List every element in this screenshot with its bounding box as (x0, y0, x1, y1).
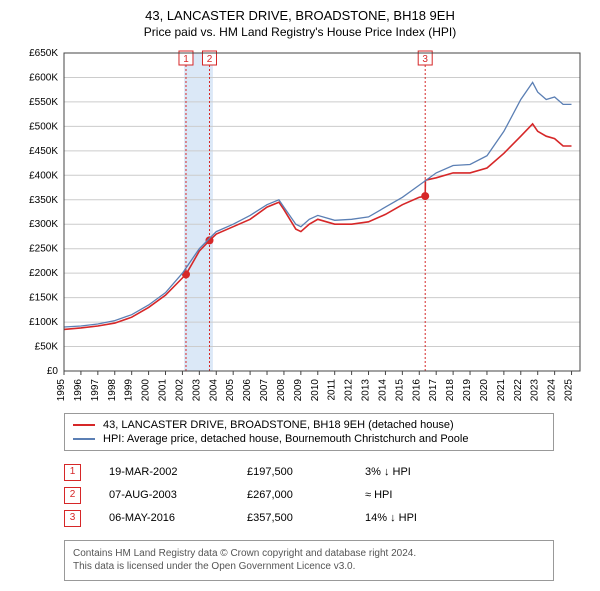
svg-text:£300K: £300K (29, 219, 58, 230)
svg-text:1999: 1999 (124, 378, 135, 401)
svg-text:£150K: £150K (29, 293, 58, 304)
svg-text:2011: 2011 (327, 378, 338, 400)
svg-text:£650K: £650K (29, 48, 58, 59)
svg-text:1997: 1997 (90, 378, 101, 401)
svg-text:£400K: £400K (29, 170, 58, 181)
svg-text:2018: 2018 (445, 378, 456, 401)
svg-text:£550K: £550K (29, 97, 58, 108)
footer-line: Contains HM Land Registry data © Crown c… (73, 547, 545, 561)
svg-text:2013: 2013 (361, 378, 372, 401)
footer-attribution: Contains HM Land Registry data © Crown c… (64, 540, 554, 581)
svg-text:1: 1 (183, 54, 189, 65)
legend-label: 43, LANCASTER DRIVE, BROADSTONE, BH18 9E… (103, 419, 454, 431)
chart-svg: £0 £50K £100K £150K £200K £250K £300K £350K £400… (10, 45, 590, 405)
svg-text:2: 2 (207, 54, 213, 65)
page-subtitle: Price paid vs. HM Land Registry's House … (10, 25, 590, 39)
tx-hpi: ≈ HPI (365, 489, 485, 501)
svg-text:2015: 2015 (394, 378, 405, 401)
tx-hpi: 3% ↓ HPI (365, 466, 485, 478)
svg-text:2009: 2009 (293, 378, 304, 401)
svg-text:2007: 2007 (259, 378, 270, 401)
svg-text:2014: 2014 (377, 378, 388, 401)
tx-price: £357,500 (247, 512, 337, 524)
svg-text:2023: 2023 (530, 378, 541, 401)
svg-text:2000: 2000 (141, 378, 152, 401)
table-row: 2 07-AUG-2003 £267,000 ≈ HPI (64, 484, 590, 507)
svg-text:2024: 2024 (547, 378, 558, 401)
svg-text:2001: 2001 (158, 378, 169, 401)
svg-text:£350K: £350K (29, 195, 58, 206)
table-row: 3 06-MAY-2016 £357,500 14% ↓ HPI (64, 507, 590, 530)
svg-text:2022: 2022 (513, 378, 524, 401)
svg-text:£100K: £100K (29, 317, 58, 328)
legend-swatch (73, 424, 95, 426)
svg-text:£50K: £50K (35, 341, 59, 352)
svg-text:1995: 1995 (56, 378, 67, 401)
legend: 43, LANCASTER DRIVE, BROADSTONE, BH18 9E… (64, 413, 554, 451)
svg-text:1998: 1998 (107, 378, 118, 401)
svg-text:2008: 2008 (276, 378, 287, 401)
page-title: 43, LANCASTER DRIVE, BROADSTONE, BH18 9E… (10, 8, 590, 25)
legend-item-property: 43, LANCASTER DRIVE, BROADSTONE, BH18 9E… (73, 418, 545, 432)
table-row: 1 19-MAR-2002 £197,500 3% ↓ HPI (64, 461, 590, 484)
transactions-table: 1 19-MAR-2002 £197,500 3% ↓ HPI 2 07-AUG… (64, 461, 590, 530)
tx-date: 06-MAY-2016 (109, 512, 219, 524)
tx-badge: 2 (64, 487, 81, 504)
tx-date: 07-AUG-2003 (109, 489, 219, 501)
svg-text:£600K: £600K (29, 72, 58, 83)
svg-text:2010: 2010 (310, 378, 321, 401)
svg-text:2002: 2002 (174, 378, 185, 401)
svg-text:3: 3 (422, 54, 428, 65)
svg-text:2017: 2017 (428, 378, 439, 401)
svg-text:1996: 1996 (73, 378, 84, 401)
svg-text:2004: 2004 (208, 378, 219, 401)
legend-item-hpi: HPI: Average price, detached house, Bour… (73, 432, 545, 446)
svg-text:£450K: £450K (29, 146, 58, 157)
tx-badge: 3 (64, 510, 81, 527)
legend-label: HPI: Average price, detached house, Bour… (103, 433, 468, 445)
svg-text:2019: 2019 (462, 378, 473, 401)
svg-text:2021: 2021 (496, 378, 507, 401)
tx-date: 19-MAR-2002 (109, 466, 219, 478)
footer-line: This data is licensed under the Open Gov… (73, 560, 545, 574)
svg-text:2025: 2025 (564, 378, 575, 401)
tx-badge: 1 (64, 464, 81, 481)
tx-price: £267,000 (247, 489, 337, 501)
container: 43, LANCASTER DRIVE, BROADSTONE, BH18 9E… (0, 0, 600, 591)
tx-hpi: 14% ↓ HPI (365, 512, 485, 524)
tx-price: £197,500 (247, 466, 337, 478)
price-chart: £0 £50K £100K £150K £200K £250K £300K £350K £400… (10, 45, 590, 405)
svg-text:2006: 2006 (242, 378, 253, 401)
svg-text:£200K: £200K (29, 268, 58, 279)
legend-swatch (73, 438, 95, 440)
svg-text:2020: 2020 (479, 378, 490, 401)
svg-text:£0: £0 (47, 366, 59, 377)
svg-text:2016: 2016 (411, 378, 422, 401)
svg-text:2012: 2012 (344, 378, 355, 401)
svg-text:2005: 2005 (225, 378, 236, 401)
svg-text:£250K: £250K (29, 244, 58, 255)
svg-text:£500K: £500K (29, 121, 58, 132)
svg-text:2003: 2003 (191, 378, 202, 401)
